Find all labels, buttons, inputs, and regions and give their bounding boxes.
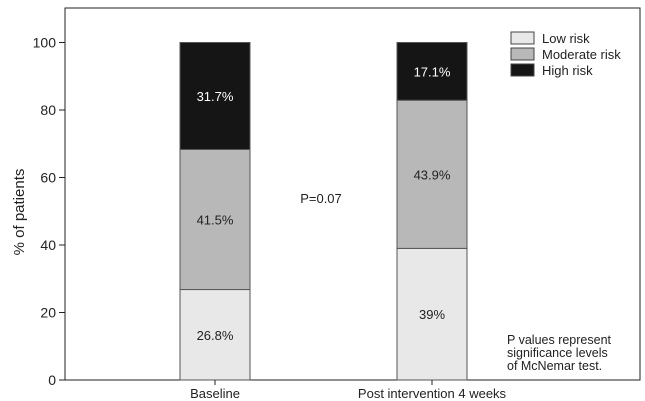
data-label: 17.1% (414, 64, 451, 79)
x-tick-label: Post intervention 4 weeks (358, 386, 507, 401)
y-tick-label: 80 (40, 102, 56, 118)
y-tick-label: 0 (48, 372, 56, 388)
y-axis: 0 20 40 60 80 100 (33, 35, 65, 388)
data-label: 31.7% (197, 89, 234, 104)
data-label: 39% (419, 307, 445, 322)
legend-label: Moderate risk (542, 47, 621, 62)
bar-segment-high-risk (179, 42, 251, 150)
plot-frame (64, 7, 641, 381)
x-axis: Baseline Post intervention 4 weeks (190, 380, 507, 401)
y-tick-label: 100 (33, 35, 57, 51)
legend-swatch (510, 63, 535, 77)
bar-segment-high-risk (396, 42, 468, 101)
y-axis-title: % of patients (11, 169, 28, 256)
bar-segment-moderate-risk (179, 148, 251, 291)
data-label: 43.9% (414, 167, 451, 182)
y-tick-label: 60 (40, 170, 56, 186)
data-label: 41.5% (197, 213, 234, 228)
note-line: P values represent (507, 333, 612, 347)
note-line: significance levels (507, 346, 608, 360)
legend-label: Low risk (542, 31, 590, 46)
note-line: of McNemar test. (507, 359, 602, 373)
legend-swatch (510, 31, 535, 45)
legend-label: High risk (542, 63, 593, 78)
y-tick-label: 20 (40, 305, 56, 321)
p-value-annotation: P=0.07 (300, 191, 342, 206)
x-tick-label: Baseline (190, 386, 240, 401)
bars: 26.8% 41.5% 31.7% 39% 43.9% 17.1% (179, 42, 468, 381)
y-tick-label: 40 (40, 237, 56, 253)
data-label: 26.8% (197, 328, 234, 343)
bar-segment-moderate-risk (396, 99, 468, 249)
legend-swatch (510, 47, 535, 61)
